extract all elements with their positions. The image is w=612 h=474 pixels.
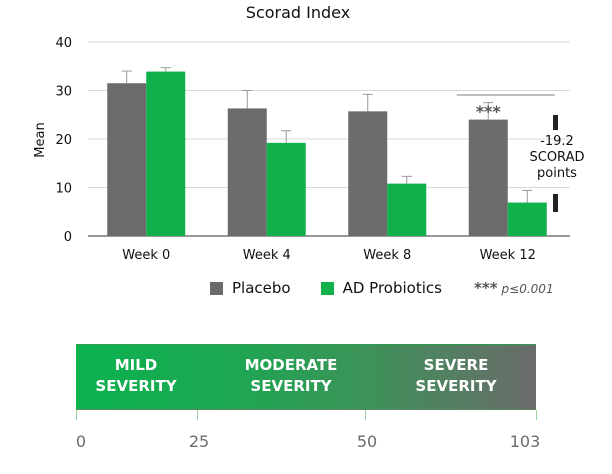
difference-label-line-1: -19.2 bbox=[540, 134, 574, 149]
difference-bracket-top bbox=[553, 115, 558, 130]
legend-label-ad-probiotics: AD Probiotics bbox=[342, 279, 442, 297]
y-tick-label-20: 20 bbox=[55, 133, 72, 148]
significance-note: *** p≤0.001 bbox=[474, 279, 554, 297]
severity-band-severe-line1: SEVERE bbox=[423, 356, 489, 374]
legend-label-placebo: Placebo bbox=[232, 279, 291, 297]
scale-tick-25 bbox=[197, 410, 198, 420]
severity-band-mild: MILD SEVERITY bbox=[81, 355, 191, 397]
chart-legend: Placebo AD Probiotics bbox=[210, 279, 472, 297]
severity-band-mild-line1: MILD bbox=[114, 356, 158, 374]
severity-band-moderate-line1: MODERATE bbox=[244, 356, 338, 374]
bar-ad-probiotics-week-8 bbox=[387, 183, 427, 236]
difference-label-line-2: SCORAD bbox=[530, 150, 585, 165]
bar-placebo-week-8 bbox=[348, 111, 388, 236]
p-value-text: p≤0.001 bbox=[501, 282, 554, 296]
bar-placebo-week-0 bbox=[107, 83, 147, 236]
y-axis-label: Mean bbox=[33, 122, 48, 157]
y-tick-label-30: 30 bbox=[55, 85, 72, 100]
x-tick-label-0: Week 0 bbox=[122, 248, 170, 263]
bar-ad-probiotics-week-12 bbox=[507, 202, 547, 236]
significance-stars-marker: *** bbox=[476, 102, 502, 121]
legend-item-ad-probiotics: AD Probiotics bbox=[320, 279, 442, 297]
scale-label-103: 103 bbox=[509, 432, 541, 451]
y-tick-label-0: 0 bbox=[64, 230, 72, 245]
legend-swatch-placebo bbox=[210, 281, 223, 295]
difference-bracket-bottom bbox=[553, 194, 558, 212]
bar-ad-probiotics-week-0 bbox=[146, 71, 186, 237]
y-tick-label-40: 40 bbox=[55, 36, 72, 51]
scorad-bar-chart: Scorad Index Mean 0 10 20 30 40 Week 0 Week 4 W… bbox=[33, 3, 585, 263]
bar-placebo-week-12 bbox=[468, 119, 508, 236]
severity-band-moderate-line2: SEVERITY bbox=[250, 377, 332, 395]
legend-swatch-ad-probiotics bbox=[320, 281, 334, 295]
severity-band-severe: SEVERE SEVERITY bbox=[401, 355, 511, 397]
severity-band-moderate: MODERATE SEVERITY bbox=[226, 355, 356, 397]
severity-scale-bar: MILD SEVERITY MODERATE SEVERITY SEVERE S… bbox=[76, 344, 536, 410]
severity-band-mild-line2: SEVERITY bbox=[95, 377, 177, 395]
difference-label-line-3: points bbox=[537, 166, 577, 181]
scale-label-0: 0 bbox=[75, 432, 87, 451]
x-tick-label-1: Week 4 bbox=[243, 248, 291, 263]
scale-tick-103 bbox=[536, 410, 537, 420]
significance-stars: *** bbox=[474, 279, 498, 297]
severity-band-severe-line2: SEVERITY bbox=[415, 377, 497, 395]
scale-label-50: 50 bbox=[356, 432, 378, 451]
y-tick-label-10: 10 bbox=[55, 182, 72, 197]
x-tick-label-2: Week 8 bbox=[363, 248, 411, 263]
scale-label-25: 25 bbox=[188, 432, 210, 451]
x-tick-label-3: Week 12 bbox=[480, 248, 536, 263]
legend-item-placebo: Placebo bbox=[210, 279, 291, 297]
bar-placebo-week-4 bbox=[227, 108, 267, 236]
scale-tick-0 bbox=[76, 410, 77, 420]
bar-ad-probiotics-week-4 bbox=[266, 142, 306, 236]
scale-tick-50 bbox=[365, 410, 366, 420]
chart-title: Scorad Index bbox=[246, 3, 350, 22]
